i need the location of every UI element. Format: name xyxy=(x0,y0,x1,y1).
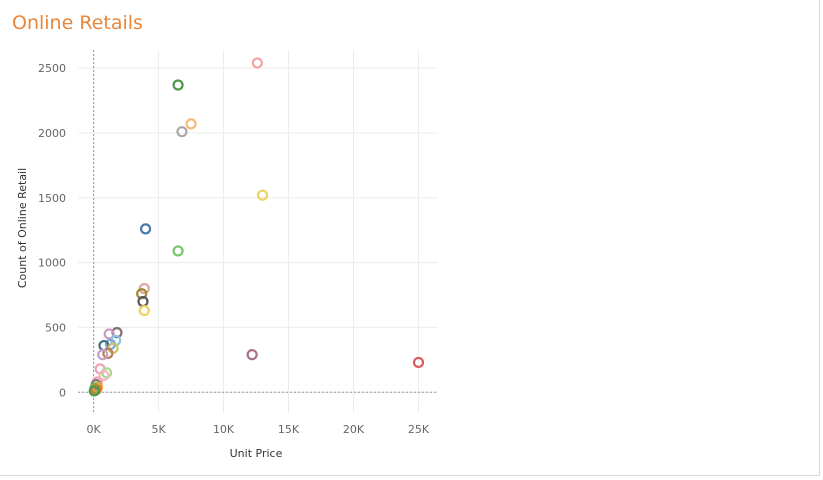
data-point xyxy=(102,347,114,359)
data-point xyxy=(100,367,113,379)
x-tick-label: 20K xyxy=(343,423,365,436)
x-tick-label: 0K xyxy=(86,423,101,436)
y-tick-label: 500 xyxy=(45,321,66,334)
chart-title: Online Retails xyxy=(12,12,143,34)
data-point xyxy=(256,189,269,201)
x-tick-label: 5K xyxy=(151,423,166,436)
data-point xyxy=(412,356,425,369)
data-point xyxy=(185,118,197,130)
x-tick-label: 25K xyxy=(408,423,430,436)
data-point xyxy=(88,385,100,397)
y-tick-label: 1000 xyxy=(38,257,66,270)
data-point xyxy=(176,126,188,138)
data-points xyxy=(88,57,425,397)
x-tick-label: 10K xyxy=(213,423,235,436)
y-axis-ticks: 0 500 1000 1500 2000 2500 xyxy=(38,62,66,399)
y-tick-label: 1500 xyxy=(38,192,66,205)
y-tick-label: 0 xyxy=(59,386,66,399)
y-tick-label: 2000 xyxy=(38,127,66,140)
x-axis-label: Unit Price xyxy=(230,447,283,460)
data-point xyxy=(172,245,184,257)
y-axis-label: Count of Online Retail xyxy=(16,168,29,288)
data-point xyxy=(246,349,258,361)
y-tick-label: 2500 xyxy=(38,62,66,75)
data-point xyxy=(97,349,109,361)
data-point xyxy=(172,79,184,91)
x-tick-label: 15K xyxy=(278,423,300,436)
zero-lines xyxy=(78,50,438,413)
data-point xyxy=(138,304,150,317)
data-point xyxy=(139,223,152,235)
data-point xyxy=(103,328,115,340)
data-point xyxy=(251,57,263,69)
data-point xyxy=(98,369,110,382)
x-axis-ticks: 0K 5K 10K 15K 20K 25K xyxy=(86,423,429,436)
grid-lines xyxy=(78,50,438,413)
